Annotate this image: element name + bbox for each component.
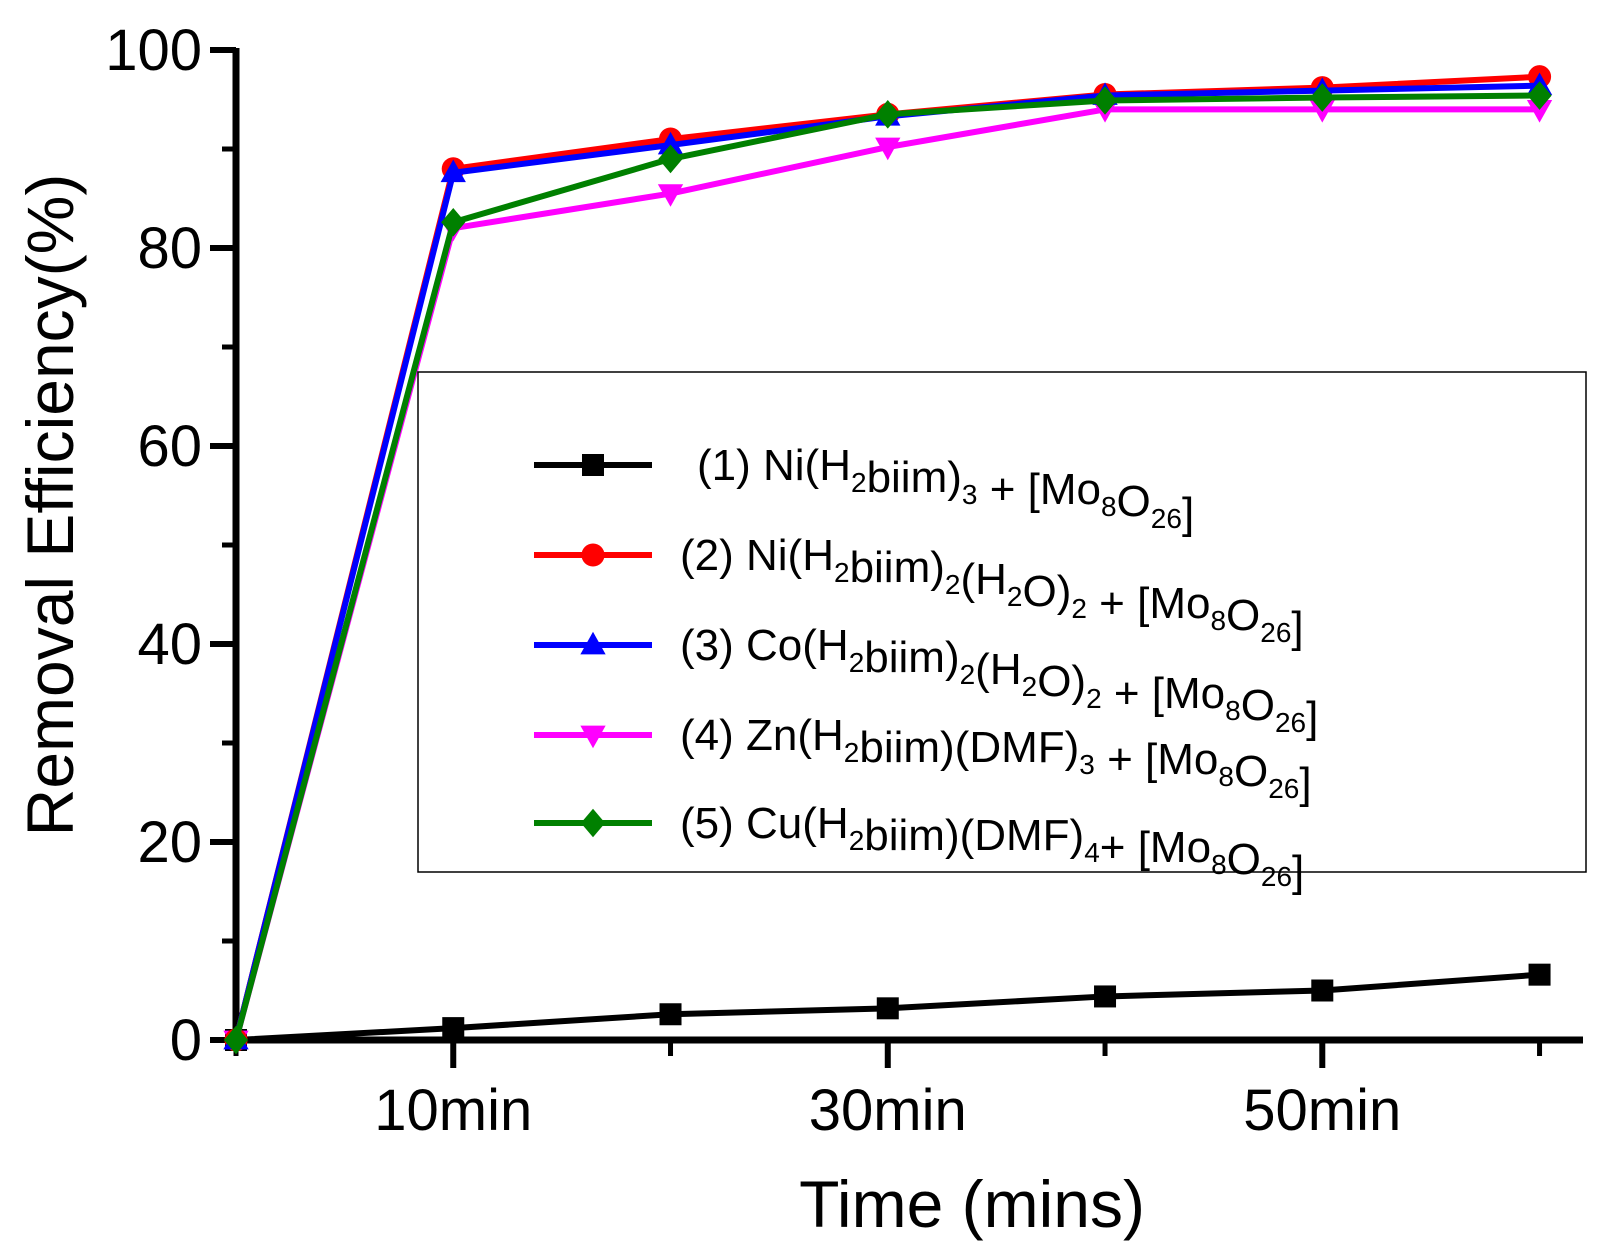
data-point: [876, 997, 899, 1020]
data-point: [1526, 100, 1553, 123]
legend-item: (4) Zn(H2biim)(DMF)3 + [Mo8O26]: [534, 711, 1312, 808]
data-point: [440, 159, 466, 183]
data-point: [441, 207, 466, 237]
legend-swatch-marker: [580, 725, 606, 749]
x-axis-title: Time (mins): [799, 1167, 1145, 1241]
data-point: [1094, 985, 1117, 1008]
legend-item: (1) Ni(H2biim)3 + [Mo8O26]: [534, 441, 1194, 538]
y-tick-label: 40: [137, 612, 202, 677]
y-axis-title: Removal Efficiency(%): [13, 174, 87, 837]
legend-swatch-marker: [580, 808, 606, 838]
legend-label: (3) Co(H2biim)2(H2O)2 + [Mo8O26]: [680, 621, 1318, 742]
legend-label: (4) Zn(H2biim)(DMF)3 + [Mo8O26]: [680, 711, 1312, 808]
legend-item: (5) Cu(H2biim)(DMF)4+ [Mo8O26]: [534, 799, 1304, 896]
y-tick-label: 0: [170, 1008, 202, 1073]
legend-box: [417, 371, 1587, 873]
y-tick-label: 60: [137, 414, 202, 479]
y-tick-label: 100: [105, 18, 202, 83]
data-point: [659, 1003, 682, 1026]
data-point: [1311, 979, 1334, 1002]
legend-label: (1) Ni(H2biim)3 + [Mo8O26]: [697, 441, 1194, 538]
data-point: [1310, 83, 1335, 112]
data-point: [1528, 963, 1551, 986]
data-point: [1527, 81, 1552, 110]
x-tick-label: 50min: [1243, 1078, 1401, 1143]
data-point: [657, 184, 684, 207]
data-point: [1092, 86, 1118, 115]
axes: 0 20 40 60 80 100 10min 30min 50min: [105, 18, 1583, 1143]
plot-area: [223, 65, 1553, 1055]
data-point: [223, 1025, 249, 1055]
data-point: [442, 1017, 465, 1040]
legend-swatch-marker: [581, 543, 605, 567]
legend-item: (2) Ni(H2biim)2(H2O)2 + [Mo8O26]: [534, 531, 1304, 652]
series-5: [223, 81, 1552, 1055]
legend-swatch-marker: [580, 631, 606, 655]
data-point: [875, 137, 901, 161]
legend-label: (2) Ni(H2biim)2(H2O)2 + [Mo8O26]: [680, 531, 1304, 652]
legend: (1) Ni(H2biim)3 + [Mo8O26](2) Ni(H2biim)…: [417, 371, 1587, 896]
legend-item: (3) Co(H2biim)2(H2O)2 + [Mo8O26]: [534, 621, 1318, 742]
legend-label: (5) Cu(H2biim)(DMF)4+ [Mo8O26]: [680, 799, 1304, 896]
y-tick-label: 80: [137, 216, 202, 281]
y-tick-label: 20: [137, 810, 202, 875]
legend-swatch-marker: [582, 454, 604, 476]
x-tick-label: 10min: [374, 1078, 532, 1143]
x-tick-label: 30min: [809, 1078, 967, 1143]
data-point: [875, 100, 900, 129]
data-point: [658, 144, 683, 174]
data-point: [657, 131, 684, 155]
